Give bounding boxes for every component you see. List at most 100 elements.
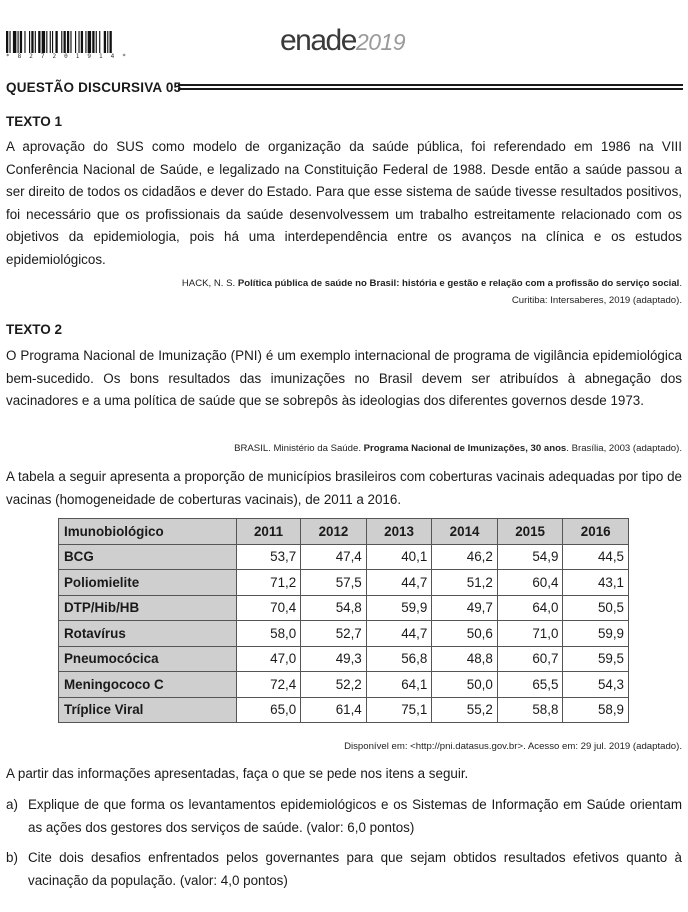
barcode-bar (55, 31, 58, 53)
barcode-bar (70, 31, 72, 53)
table-cell: 47,4 (300, 543, 367, 570)
table-cell: 65,0 (235, 696, 302, 723)
table-row: Tríplice Viral 65,0 61,4 75,1 55,2 58,8 58,9 (58, 696, 629, 723)
barcode (6, 31, 144, 53)
table-row-label: DTP/Hib/HB (58, 594, 237, 621)
barcode-bar (34, 31, 36, 53)
barcode-bar (107, 31, 109, 53)
barcode-bar (75, 31, 77, 53)
table-cell: 64,1 (365, 671, 433, 698)
barcode-graphic (6, 31, 112, 53)
vaccine-coverage-table: Imunobiológico 2011 2012 2013 2014 2015 2016 B… (58, 518, 629, 723)
barcode-bar (6, 31, 9, 53)
table-cell: 44,5 (562, 543, 629, 570)
table-cell: 72,4 (235, 671, 302, 698)
table-cell: 59,5 (562, 645, 629, 672)
table-cell: 71,2 (235, 569, 302, 596)
barcode-bar (17, 31, 19, 53)
texto1-ref-author: HACK, N. S. (181, 278, 238, 289)
barcode-bar (95, 31, 97, 53)
table-row-label: BCG (58, 543, 237, 570)
table-cell: 58,8 (496, 696, 564, 723)
table-cell: 70,4 (235, 594, 302, 621)
barcode-number: * 8 2 7 2 0 1 9 1 4 * (6, 53, 129, 60)
table-row: DTP/Hib/HB 70,4 54,8 59,9 49,7 64,0 50,5 (58, 594, 629, 621)
barcode-bar (80, 31, 84, 53)
table-header-cell: Imunobiológico (58, 518, 237, 545)
table-cell: 59,9 (365, 594, 433, 621)
texto1-heading: TEXTO 1 (6, 114, 63, 129)
texto1-ref-line2: Curitiba: Intersaberes, 2019 (adaptado). (511, 295, 682, 306)
logo-year: 2019 (355, 29, 406, 55)
table-cell: 60,7 (496, 645, 564, 672)
table-cell: 65,5 (496, 671, 564, 698)
table-row: Pneumocócica 47,0 49,3 56,8 48,8 60,7 59,5 (58, 645, 629, 672)
table-header-row: Imunobiológico 2011 2012 2013 2014 2015 2016 (58, 518, 629, 545)
table-row: Meningococo C 72,4 52,2 64,1 50,0 65,5 54,3 (58, 671, 629, 698)
table-cell: 57,5 (300, 569, 367, 596)
table-cell: 56,8 (365, 645, 433, 672)
barcode-bar (85, 31, 87, 53)
table-cell: 44,7 (365, 569, 433, 596)
table-row-label: Rotavírus (58, 620, 237, 647)
table-cell: 52,7 (300, 620, 367, 647)
texto2-ref-title: Programa Nacional de Imunizações, 30 ano… (363, 443, 567, 454)
table-header-cell: 2014 (431, 518, 498, 545)
table-cell: 55,2 (431, 696, 498, 723)
texto1-body: A aprovação do SUS como modelo de organi… (6, 139, 682, 267)
table-cell: 44,7 (365, 620, 433, 647)
texto1-ref-title: Política pública de saúde no Brasil: his… (237, 278, 680, 289)
barcode-bar (41, 31, 46, 53)
barcode-bar (12, 31, 17, 53)
table-cell: 54,8 (300, 594, 367, 621)
table-cell: 46,2 (431, 543, 498, 570)
table-cell: 43,1 (562, 569, 629, 596)
table-header-cell: 2013 (365, 518, 433, 545)
barcode-bar (92, 31, 95, 53)
item-a-text: Explique de que forma os levantamentos e… (28, 797, 682, 835)
title-rule (178, 84, 683, 93)
item-a: a) Explique de que forma os levantamento… (6, 794, 682, 839)
table-cell: 51,2 (431, 569, 498, 596)
instruction: A partir das informações apresentadas, f… (6, 766, 469, 781)
table-row: Rotavírus 58,0 52,7 44,7 50,6 71,0 59,9 (58, 620, 629, 647)
table-cell: 49,3 (300, 645, 367, 672)
barcode-bar (78, 31, 80, 53)
barcode-bar (99, 31, 101, 53)
table-cell: 47,0 (235, 645, 302, 672)
texto2-ref-end: . Brasília, 2003 (adaptado). (566, 443, 682, 454)
table-row-label: Meningococo C (58, 671, 237, 698)
table-cell: 49,7 (431, 594, 498, 621)
barcode-bar (31, 31, 34, 53)
table-body: BCG 53,7 47,4 40,1 46,2 54,9 44,5 Poliomielite 7… (58, 543, 629, 723)
barcode-bar (103, 31, 107, 53)
barcode-bar (29, 31, 31, 53)
barcode-bar (46, 31, 48, 53)
table-cell: 52,2 (300, 671, 367, 698)
item-b: b) Cite dois desafios enfrentados pelos … (6, 847, 682, 892)
table-cell: 59,9 (562, 620, 629, 647)
barcode-bar (38, 31, 41, 53)
table-cell: 58,9 (562, 696, 629, 723)
table-cell: 54,9 (496, 543, 564, 570)
table-row-label: Pneumocócica (58, 645, 237, 672)
barcode-bar (49, 31, 51, 53)
table-cell: 40,1 (365, 543, 433, 570)
table-cell: 48,8 (431, 645, 498, 672)
item-a-label: a) (6, 797, 18, 812)
table-cell: 50,5 (562, 594, 629, 621)
texto2-reference: BRASIL. Ministério da Saúde. Programa Na… (6, 440, 682, 457)
barcode-bar (66, 31, 70, 53)
table-header-cell: 2015 (496, 518, 564, 545)
texto1-reference: HACK, N. S. Política pública de saúde no… (6, 275, 682, 309)
table-header-cell: 2012 (300, 518, 367, 545)
table-header-cell: 2016 (562, 518, 629, 545)
barcode-bar (61, 31, 63, 53)
table-header-cell: 2011 (235, 518, 302, 545)
barcode-bar (87, 31, 92, 53)
table-cell: 58,0 (235, 620, 302, 647)
barcode-bar (63, 31, 66, 53)
question-title: QUESTÃO DISCURSIVA 05 (6, 80, 182, 95)
table-intro: A tabela a seguir apresenta a proporção … (6, 469, 682, 507)
table-cell: 75,1 (365, 696, 433, 723)
